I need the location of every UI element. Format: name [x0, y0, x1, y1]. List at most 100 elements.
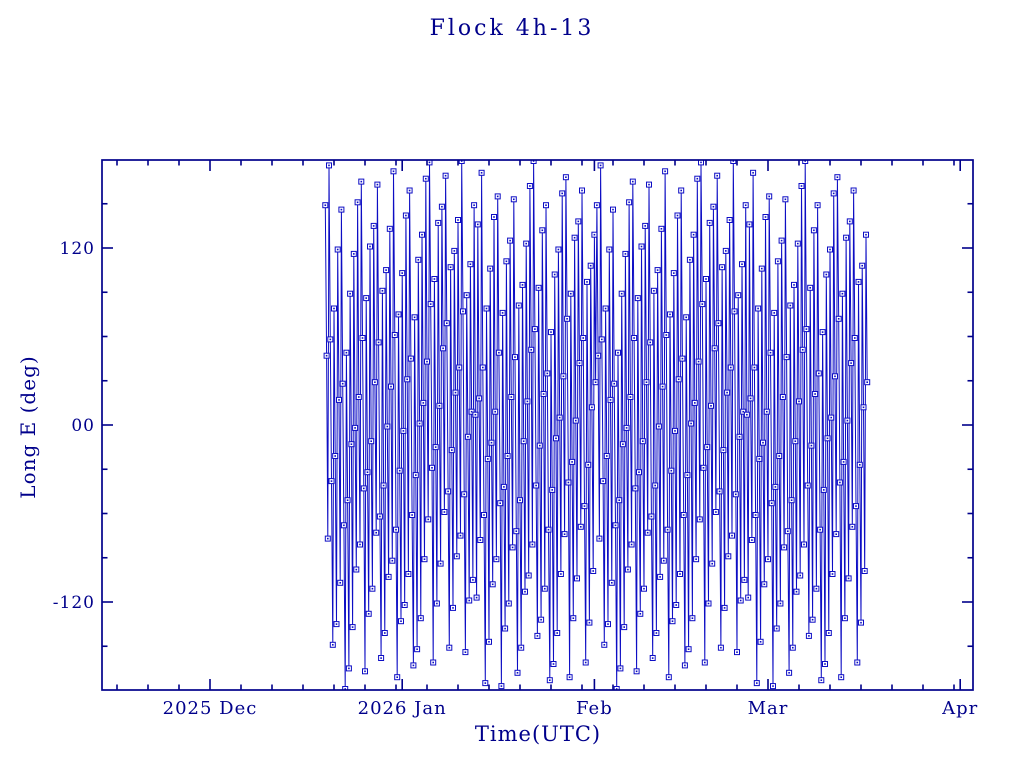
marker-dot-icon	[422, 402, 425, 404]
marker-dot-icon	[336, 248, 339, 251]
marker-dot-icon	[586, 281, 588, 283]
marker-dot-icon	[704, 661, 706, 664]
marker-dot-icon	[563, 533, 566, 535]
marker-dot-icon	[520, 646, 522, 649]
marker-dot-icon	[511, 546, 514, 549]
marker-dot-icon	[562, 375, 565, 378]
marker-dot-icon	[782, 396, 784, 398]
marker-dot-icon	[689, 259, 691, 261]
marker-dot-icon	[680, 189, 682, 192]
marker-dot-icon	[749, 397, 752, 400]
marker-dot-icon	[747, 596, 749, 599]
marker-dot-icon	[624, 253, 627, 255]
marker-dot-icon	[451, 449, 453, 451]
marker-dot-icon	[571, 461, 573, 463]
marker-dot-icon	[499, 502, 501, 504]
marker-dot-icon	[537, 287, 540, 289]
marker-dot-icon	[736, 651, 738, 653]
marker-dot-icon	[431, 467, 433, 469]
marker-dot-icon	[577, 220, 580, 223]
marker-dot-icon	[739, 599, 742, 602]
marker-dot-icon	[705, 278, 707, 280]
marker-dot-icon	[366, 471, 369, 473]
marker-dot-icon	[408, 189, 411, 192]
marker-dot-icon	[498, 351, 500, 354]
marker-dot-icon	[395, 528, 397, 531]
marker-dot-icon	[766, 410, 768, 413]
marker-dot-icon	[328, 164, 330, 167]
marker-dot-icon	[625, 427, 628, 429]
marker-dot-icon	[774, 486, 777, 488]
marker-dot-icon	[493, 216, 495, 218]
marker-dot-icon	[645, 381, 648, 383]
marker-dot-icon	[573, 236, 576, 239]
marker-dot-icon	[716, 174, 718, 177]
marker-dot-icon	[735, 493, 737, 496]
marker-dot-icon	[377, 341, 380, 344]
marker-dot-icon	[770, 502, 773, 504]
marker-dot-icon	[741, 263, 743, 265]
marker-dot-icon	[676, 214, 679, 217]
marker-dot-icon	[629, 396, 632, 398]
marker-dot-icon	[854, 337, 856, 339]
marker-dot-icon	[568, 676, 571, 678]
marker-dot-icon	[694, 402, 696, 404]
marker-dot-icon	[332, 644, 334, 646]
marker-dot-icon	[818, 372, 820, 375]
marker-dot-icon	[801, 349, 804, 351]
marker-dot-icon	[788, 672, 790, 674]
marker-dot-icon	[722, 449, 725, 451]
marker-dot-icon	[576, 577, 578, 580]
marker-dot-icon	[371, 587, 374, 590]
marker-dot-icon	[726, 391, 728, 394]
marker-dot-icon	[855, 505, 857, 507]
marker-dot-icon	[658, 425, 660, 428]
marker-dot-icon	[702, 467, 705, 469]
marker-dot-icon	[480, 172, 483, 174]
marker-dot-icon	[438, 405, 441, 407]
marker-dot-icon	[459, 534, 462, 537]
marker-dot-icon	[374, 381, 376, 383]
marker-dot-icon	[628, 201, 630, 204]
marker-dot-icon	[643, 587, 645, 590]
marker-dot-icon	[390, 385, 392, 388]
marker-dot-icon	[341, 382, 344, 385]
marker-dot-icon	[531, 543, 534, 546]
marker-dot-icon	[835, 533, 837, 535]
marker-dot-icon	[353, 253, 355, 255]
marker-dot-icon	[521, 284, 524, 286]
marker-dot-icon	[584, 661, 587, 664]
marker-dot-icon	[542, 393, 545, 395]
marker-dot-icon	[810, 444, 813, 447]
marker-dot-icon	[839, 481, 841, 484]
marker-dot-icon	[849, 220, 851, 223]
marker-dot-icon	[560, 573, 562, 575]
marker-dot-icon	[809, 287, 811, 289]
marker-dot-icon	[823, 489, 825, 491]
marker-dot-icon	[821, 331, 824, 333]
marker-dot-icon	[369, 245, 371, 248]
marker-dot-icon	[428, 161, 431, 164]
marker-dot-icon	[685, 316, 687, 319]
marker-dot-icon	[581, 189, 583, 192]
marker-dot-icon	[358, 396, 360, 398]
marker-dot-icon	[433, 278, 436, 280]
marker-dot-icon	[583, 505, 586, 507]
marker-dot-icon	[742, 410, 744, 413]
marker-dot-icon	[391, 559, 394, 562]
series-markers	[322, 160, 871, 690]
marker-dot-icon	[730, 366, 732, 369]
marker-dot-icon	[686, 474, 689, 476]
marker-dot-icon	[491, 583, 494, 586]
marker-dot-icon	[634, 487, 637, 490]
marker-dot-icon	[546, 372, 549, 375]
marker-dot-icon	[410, 357, 412, 360]
marker-dot-icon	[780, 239, 783, 242]
marker-dot-icon	[475, 596, 478, 599]
marker-dot-icon	[446, 322, 448, 324]
marker-dot-icon	[677, 378, 680, 381]
marker-dot-icon	[697, 360, 700, 363]
marker-dot-icon	[437, 222, 439, 224]
marker-dot-icon	[763, 583, 766, 586]
marker-dot-icon	[619, 667, 622, 670]
